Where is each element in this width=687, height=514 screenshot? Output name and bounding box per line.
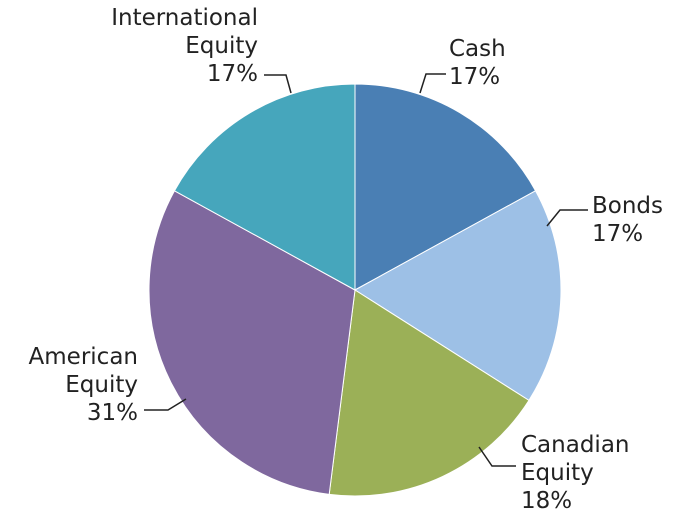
pie-slice (328, 289, 530, 497)
value-label: 18% (521, 488, 573, 514)
category-name: International Equity (111, 5, 258, 59)
pie-slice (354, 190, 562, 402)
slice-label: Canadian Equity 18% (521, 431, 646, 514)
category-name: Canadian Equity (521, 432, 630, 486)
slice-label: Cash 17% (449, 35, 559, 91)
leader-line (419, 73, 446, 94)
value-label: 17% (206, 61, 258, 87)
leader-line (264, 74, 292, 94)
slice-label: Bonds 17% (592, 192, 682, 248)
category-name: American Equity (28, 344, 138, 398)
value-label: 31% (86, 400, 138, 426)
pie-slice (148, 190, 356, 495)
slice-label: International Equity 17% (88, 4, 258, 88)
leader-line (478, 446, 516, 467)
leader-line (546, 209, 588, 227)
pie-slice (173, 83, 356, 291)
pie-slice (354, 83, 537, 291)
leader-line (144, 398, 187, 411)
category-name: Cash (449, 36, 506, 62)
slice-label: American Equity 31% (8, 343, 138, 427)
value-label: 17% (592, 221, 644, 247)
category-name: Bonds (592, 193, 664, 219)
value-label: 17% (449, 64, 501, 90)
